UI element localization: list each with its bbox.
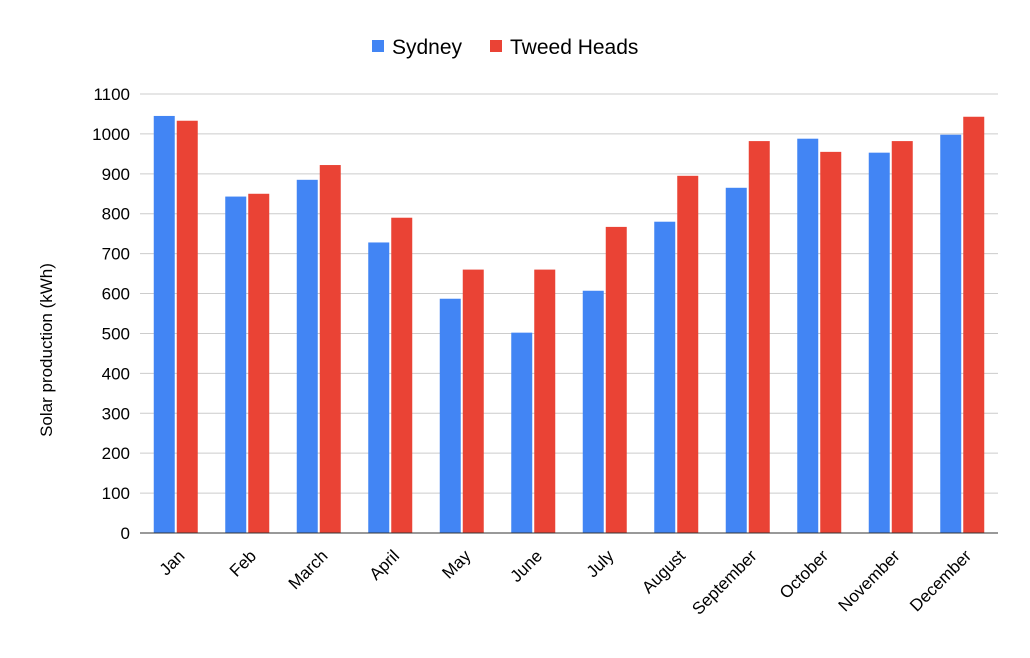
x-tick-label: October (776, 546, 832, 602)
x-tick-label: November (835, 546, 904, 615)
y-tick-label: 1000 (92, 125, 130, 144)
bar-sydney-august (654, 221, 676, 533)
x-axis-ticks: Jan Feb March April May June July August Septemb… (156, 546, 976, 619)
bar-tweed-heads-december (963, 116, 985, 534)
gridlines (140, 93, 998, 494)
legend-label-sydney: Sydney (392, 36, 463, 59)
bar-tweed-heads-may (462, 269, 484, 533)
y-tick-label: 100 (102, 484, 130, 503)
bar-tweed-heads-november (891, 141, 913, 534)
legend-swatch-sydney (372, 40, 384, 52)
legend: Sydney Tweed Heads (372, 36, 638, 59)
bar-sydney-december (940, 134, 962, 533)
x-tick-label: Feb (226, 546, 260, 580)
bar-tweed-heads-october (820, 151, 842, 534)
y-tick-label: 500 (102, 324, 130, 343)
bar-sydney-june (511, 332, 533, 533)
bar-sydney-april (368, 242, 390, 533)
bar-sydney-september (725, 187, 747, 533)
bar-tweed-heads-jan (176, 120, 198, 534)
x-tick-label: June (507, 546, 547, 586)
bar-tweed-heads-july (605, 226, 627, 533)
bar-sydney-may (439, 298, 461, 533)
x-tick-label: July (583, 546, 618, 581)
x-tick-label: March (285, 546, 332, 593)
legend-swatch-tweed-heads (490, 40, 502, 52)
y-axis-ticks: 0 100 200 300 400 500 600 700 800 900 1000 1100 (92, 85, 130, 543)
x-tick-label: April (366, 546, 403, 583)
y-axis-title: Solar production (kWh) (37, 263, 56, 437)
x-tick-label: September (688, 546, 760, 618)
y-tick-label: 200 (102, 444, 130, 463)
bar-tweed-heads-june (534, 269, 556, 533)
bar-sydney-october (797, 138, 819, 533)
y-tick-label: 300 (102, 404, 130, 423)
legend-label-tweed-heads: Tweed Heads (510, 36, 638, 59)
bar-sydney-jan (153, 115, 175, 533)
y-tick-label: 1100 (93, 85, 130, 104)
x-tick-label: Jan (156, 546, 189, 579)
bar-sydney-march (296, 179, 318, 533)
bar-sydney-november (868, 152, 890, 533)
y-tick-label: 400 (102, 364, 130, 383)
bar-sydney-july (582, 290, 604, 533)
y-tick-label: 600 (102, 285, 130, 304)
y-tick-label: 800 (102, 205, 130, 224)
y-tick-label: 700 (102, 245, 130, 264)
bar-tweed-heads-march (319, 165, 341, 533)
bar-sydney-feb (225, 196, 247, 534)
x-tick-label: May (438, 546, 474, 582)
y-tick-label: 900 (102, 165, 130, 184)
bar-tweed-heads-august (677, 175, 699, 533)
bar-tweed-heads-feb (248, 193, 270, 534)
bars (153, 115, 985, 534)
x-tick-label: August (638, 546, 689, 597)
y-tick-label: 0 (121, 524, 130, 543)
bar-tweed-heads-april (391, 217, 413, 533)
x-tick-label: December (906, 546, 975, 615)
bar-tweed-heads-september (748, 141, 770, 534)
